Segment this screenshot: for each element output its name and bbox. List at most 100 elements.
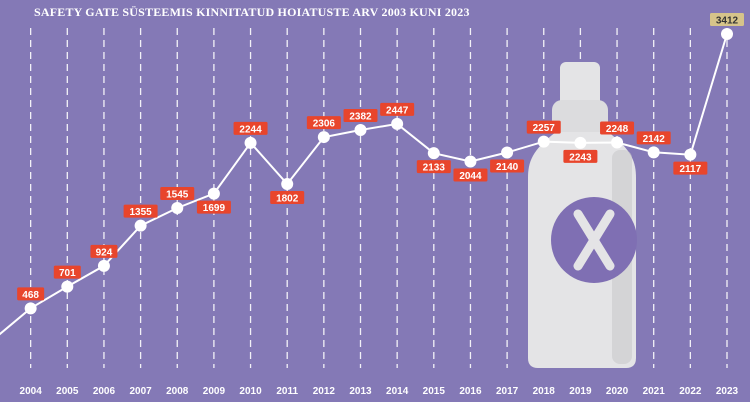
data-point — [427, 147, 440, 160]
data-label: 1355 — [123, 204, 158, 218]
data-label-text: 2244 — [239, 124, 262, 135]
data-point — [61, 280, 74, 293]
x-tick-label: 2015 — [423, 386, 446, 397]
data-point — [537, 135, 550, 148]
data-label-text: 1355 — [129, 207, 152, 218]
data-label: 2117 — [673, 161, 708, 175]
spray-bottle-illustration — [528, 62, 637, 368]
data-label-box — [270, 191, 305, 205]
data-label: 468 — [17, 287, 45, 301]
x-tick-label: 2014 — [386, 386, 409, 397]
data-label: 2447 — [380, 102, 415, 116]
data-label-text: 2142 — [643, 134, 666, 145]
data-label: 1545 — [160, 186, 195, 200]
data-label-text: 1545 — [166, 189, 189, 200]
x-tick-label: 2017 — [496, 386, 519, 397]
data-point — [317, 131, 330, 144]
data-points — [24, 28, 733, 315]
data-label-box — [90, 244, 118, 258]
data-label-text: 468 — [22, 290, 39, 301]
x-tick-label: 2007 — [129, 386, 152, 397]
data-label-box — [563, 149, 598, 163]
data-label-box — [526, 120, 561, 134]
x-tick-label: 2021 — [643, 386, 666, 397]
data-point — [574, 136, 587, 149]
data-labels: 468 701 924 1355 1545 1699 2244 1802 2306 2382 244… — [17, 13, 744, 301]
data-label: 1802 — [270, 191, 305, 205]
data-label-text: 1802 — [276, 194, 299, 205]
data-label-box — [17, 287, 45, 301]
data-point — [281, 178, 294, 191]
data-label-text: 2140 — [496, 162, 519, 173]
x-tick-label: 2010 — [239, 386, 262, 397]
data-label-box — [636, 131, 671, 145]
data-label-box — [160, 186, 195, 200]
data-point — [647, 146, 660, 159]
data-point — [207, 187, 220, 200]
data-point — [721, 28, 733, 40]
data-label-box — [380, 102, 415, 116]
data-label-text: 2117 — [679, 164, 701, 175]
data-point — [171, 201, 184, 214]
data-point — [391, 117, 404, 130]
data-label-text: 2243 — [569, 152, 592, 163]
data-label: 2044 — [453, 168, 488, 182]
data-label-text: 2044 — [459, 171, 482, 182]
data-point — [134, 219, 147, 232]
data-label-box — [53, 265, 81, 279]
x-tick-label: 2019 — [569, 386, 592, 397]
data-point — [97, 259, 110, 272]
cross-icon — [573, 209, 615, 271]
data-label-box — [453, 168, 488, 182]
data-label: 2306 — [306, 116, 341, 130]
data-label: 701 — [53, 265, 81, 279]
data-label: 2248 — [600, 121, 635, 135]
data-point — [501, 146, 514, 159]
data-label-text: 2382 — [349, 111, 372, 122]
x-tick-label: 2005 — [56, 386, 79, 397]
data-label-text: 1699 — [203, 203, 226, 214]
x-tick-label: 2016 — [459, 386, 482, 397]
data-label: 2244 — [233, 121, 268, 135]
data-label-box — [123, 204, 158, 218]
x-tick-label: 2018 — [533, 386, 556, 397]
x-tick-label: 2004 — [20, 386, 43, 397]
data-label-text: 2447 — [386, 105, 409, 116]
data-label-box — [196, 200, 231, 214]
data-label-box — [710, 13, 744, 26]
data-point — [354, 123, 367, 136]
data-label-box — [490, 159, 525, 173]
data-label: 2382 — [343, 108, 378, 122]
x-tick-label: 2008 — [166, 386, 189, 397]
x-tick-label: 2023 — [716, 386, 739, 397]
data-label: 2133 — [416, 160, 451, 174]
x-tick-label: 2011 — [276, 386, 298, 397]
data-label: 2140 — [490, 159, 525, 173]
data-point — [464, 155, 477, 168]
data-point — [611, 136, 624, 149]
data-label-text: 2257 — [533, 123, 556, 134]
x-axis-tick-labels: 3200420052006200720082009201020112012201… — [20, 386, 739, 397]
data-label-box — [233, 121, 268, 135]
data-label-text: 924 — [96, 247, 113, 258]
data-label-box — [343, 108, 378, 122]
data-label: 2243 — [563, 149, 598, 163]
bottle-cap — [552, 100, 608, 136]
data-label: 3412 — [710, 13, 744, 27]
x-tick-label: 2009 — [203, 386, 226, 397]
data-label-box — [673, 161, 708, 175]
data-label: 2142 — [636, 131, 671, 145]
chart-title: SAFETY GATE SÜSTEEMIS KINNITATUD HOIATUS… — [34, 5, 470, 19]
data-label-text: 2133 — [423, 163, 446, 174]
data-label-text: 2306 — [313, 119, 336, 130]
x-tick-label: 2022 — [679, 386, 702, 397]
x-tick-label: 2020 — [606, 386, 629, 397]
data-label-text: 2248 — [606, 124, 629, 135]
x-tick-label: 2013 — [349, 386, 372, 397]
data-point — [684, 148, 697, 161]
data-label: 2257 — [526, 120, 561, 134]
x-tick-label: 2012 — [313, 386, 336, 397]
data-label-box — [306, 116, 341, 130]
data-label-text: 701 — [59, 268, 76, 279]
x-tick-label: 2006 — [93, 386, 116, 397]
